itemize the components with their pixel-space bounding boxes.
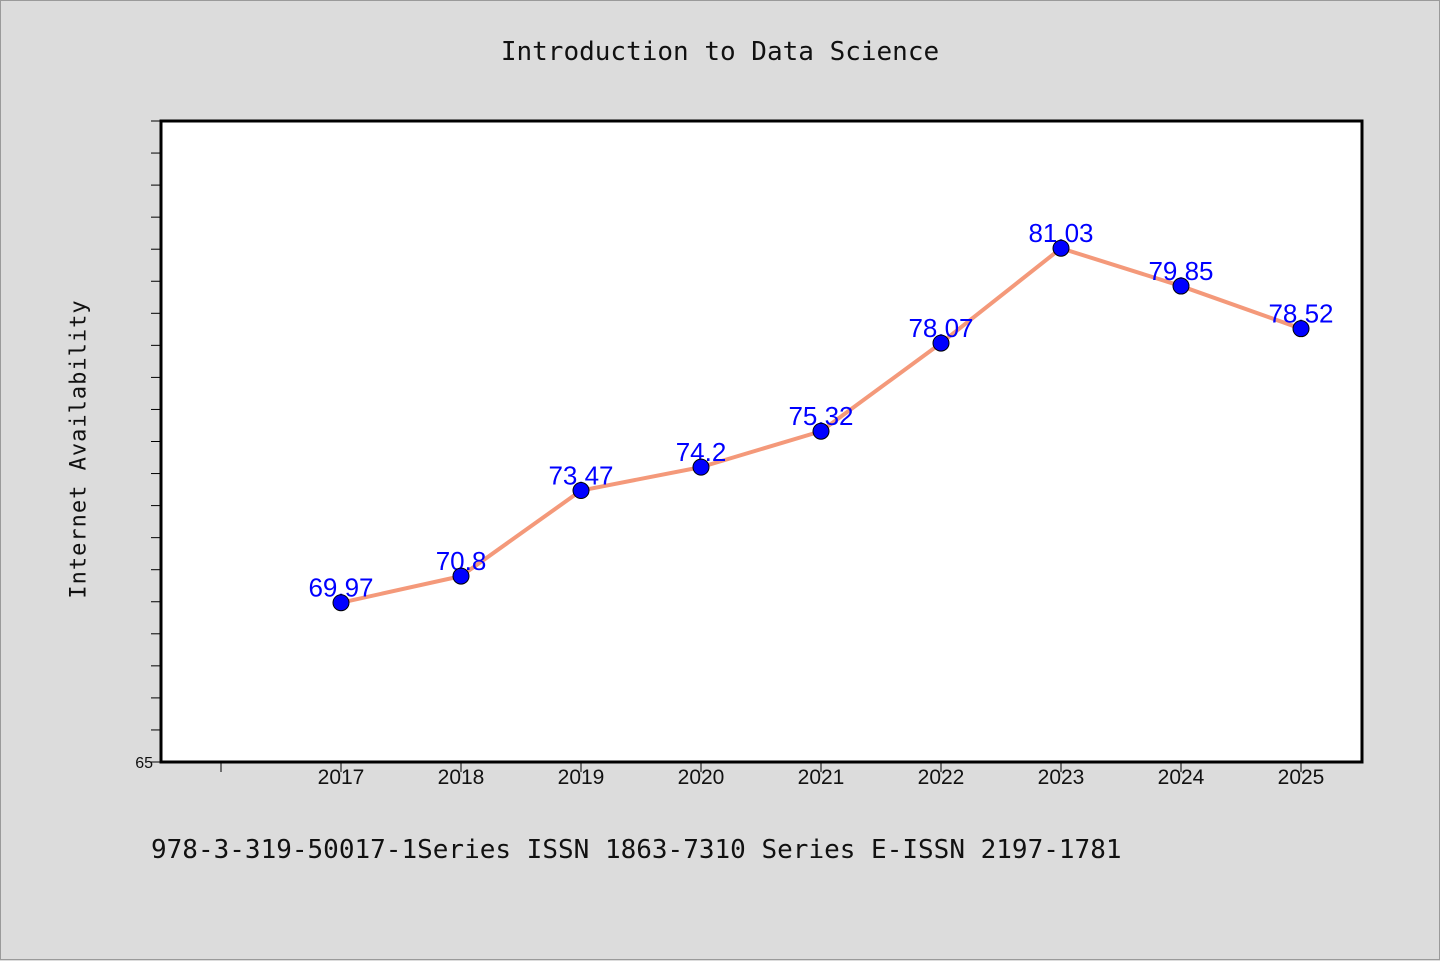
x-tick-label-2022: 2022 <box>918 766 965 789</box>
data-point-2023 <box>1052 239 1070 257</box>
data-point-2017 <box>332 594 350 612</box>
series-group: 69.9770.873.4774.275.3278.0781.0379.8578… <box>308 218 1334 612</box>
data-point-2025 <box>1292 320 1310 338</box>
y-axis-ticks: 65 <box>135 120 161 772</box>
x-tick-label-2025: 2025 <box>1278 766 1325 789</box>
data-point-2021 <box>812 422 830 440</box>
x-tick-label-2019: 2019 <box>558 766 605 789</box>
plot-area <box>159 119 1364 764</box>
x-axis-ticks: 2017 2018 2019 2020 2021 2022 2023 2024 2025 <box>220 762 1325 789</box>
y-tick-label: 65 <box>135 755 153 772</box>
x-tick-label-2020: 2020 <box>678 766 725 789</box>
x-tick-label-2021: 2021 <box>798 766 845 789</box>
data-point-2024 <box>1172 277 1190 295</box>
x-tick-label-2024: 2024 <box>1158 766 1205 789</box>
footer-text: 978-3-319-50017-1Series ISSN 1863-7310 S… <box>151 835 1122 865</box>
data-point-2022 <box>932 334 950 352</box>
x-tick-label-2023: 2023 <box>1038 766 1085 789</box>
data-point-2018 <box>452 567 470 585</box>
chart-title: Introduction to Data Science <box>500 37 940 67</box>
data-point-2019 <box>572 482 590 500</box>
data-point-2020 <box>692 458 710 476</box>
x-tick-label-2017: 2017 <box>318 766 365 789</box>
x-tick-label-2018: 2018 <box>438 766 485 789</box>
